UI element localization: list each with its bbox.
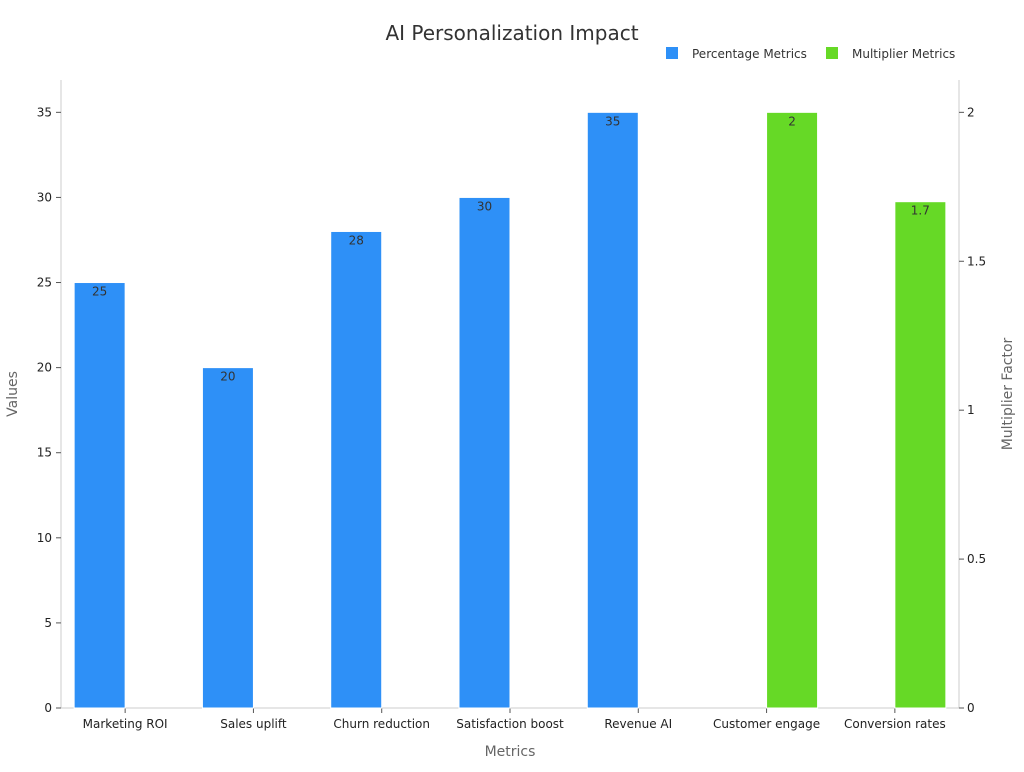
bar-percentage [73, 282, 126, 709]
y2-tick-label: 0.5 [967, 552, 986, 566]
bar-percentage [586, 111, 639, 709]
legend-label-percentage: Percentage Metrics [692, 47, 807, 61]
y2-tick-label: 0 [967, 701, 975, 715]
x-tick-label: Customer engage [713, 717, 820, 731]
y2-tick-label: 2 [967, 105, 975, 119]
bar-percentage [458, 196, 511, 709]
y-tick-label: 5 [44, 616, 52, 630]
bars [73, 111, 947, 709]
data-labels: 25 20 28 30 35 2 1.7 [92, 114, 930, 383]
axes: 0 5 10 15 20 25 30 35 0 0.5 1 1.5 2 Marketing ROI Sale… [37, 80, 986, 731]
y-tick-label: 30 [37, 190, 52, 204]
x-tick-label: Sales uplift [220, 717, 287, 731]
data-label: 20 [220, 370, 235, 384]
y-tick-label: 10 [37, 531, 52, 545]
y-tick-label: 35 [37, 105, 52, 119]
bar-percentage [330, 230, 383, 709]
data-label: 25 [92, 285, 107, 299]
y-axis-title: Values [5, 371, 21, 417]
legend: Percentage Metrics Multiplier Metrics [666, 47, 955, 61]
y-tick-label: 25 [37, 276, 52, 290]
y-tick-label: 15 [37, 446, 52, 460]
data-label: 35 [605, 114, 620, 128]
x-tick-label: Satisfaction boost [456, 717, 564, 731]
bar-multiplier [894, 201, 947, 709]
y-tick-label: 20 [37, 361, 52, 375]
data-label: 2 [788, 114, 796, 128]
legend-swatch-percentage [666, 47, 678, 59]
x-tick-label: Conversion rates [844, 717, 946, 731]
y-tick-label: 0 [44, 701, 52, 715]
bar-percentage [201, 367, 254, 709]
data-label: 1.7 [911, 204, 930, 218]
chart-title: AI Personalization Impact [385, 21, 638, 45]
bar-multiplier [766, 111, 819, 709]
x-tick-label: Marketing ROI [83, 717, 168, 731]
legend-swatch-multiplier [826, 47, 838, 59]
y2-tick-label: 1.5 [967, 254, 986, 268]
y2-axis-title: Multiplier Factor [1000, 337, 1016, 450]
x-axis-title: Metrics [485, 744, 536, 760]
data-label: 30 [477, 199, 492, 213]
y2-tick-label: 1 [967, 403, 975, 417]
x-tick-label: Revenue AI [604, 717, 672, 731]
data-label: 28 [349, 233, 364, 247]
x-tick-label: Churn reduction [333, 717, 430, 731]
legend-label-multiplier: Multiplier Metrics [852, 47, 955, 61]
